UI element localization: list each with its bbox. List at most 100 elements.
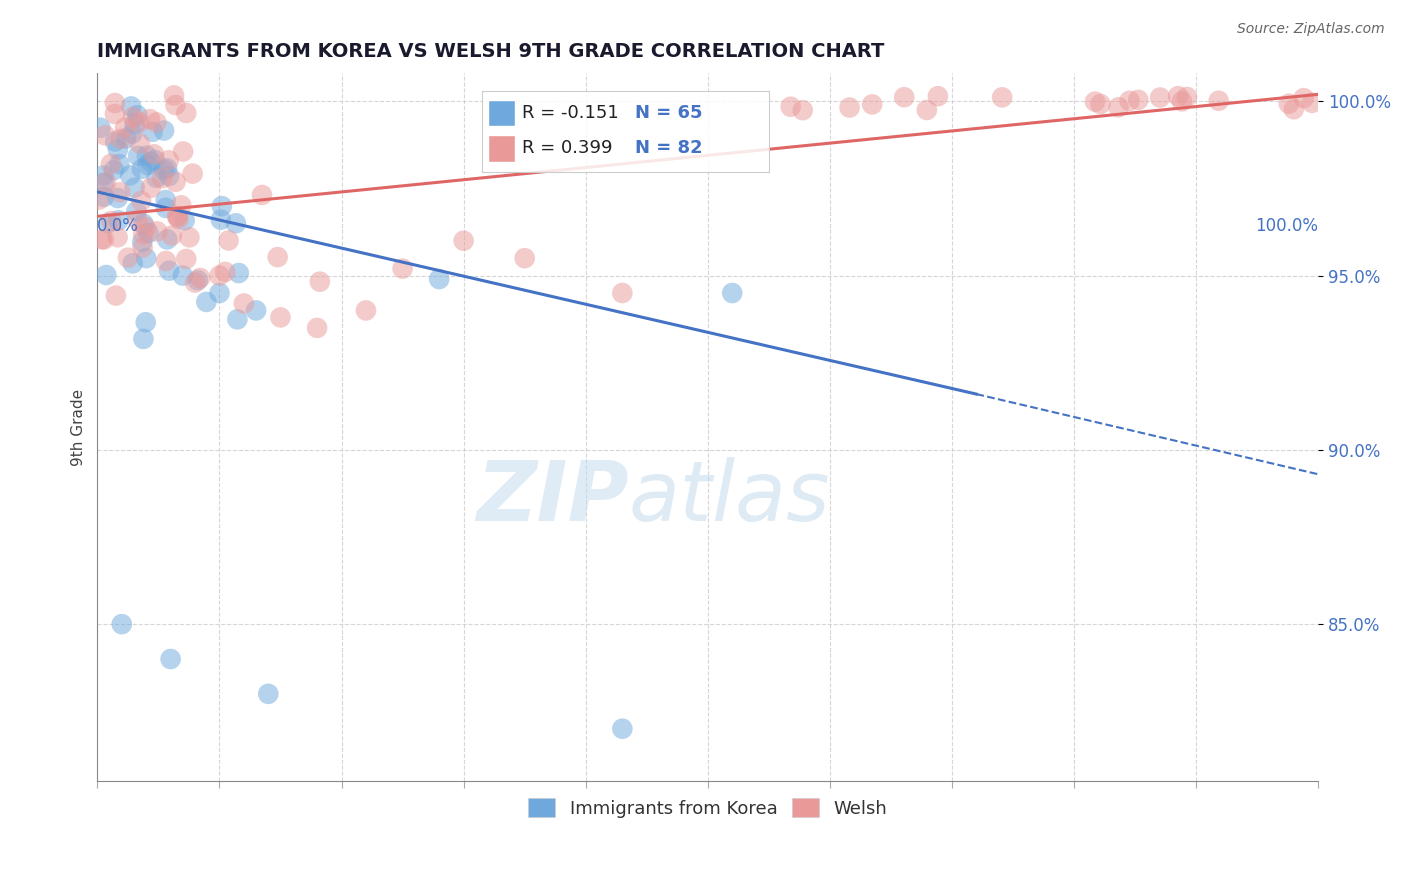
Point — [211, 199, 233, 213]
Point — [104, 135, 127, 149]
Point — [131, 241, 153, 255]
Point — [174, 106, 197, 120]
Point — [165, 98, 187, 112]
Point — [93, 190, 115, 204]
Point — [145, 115, 167, 129]
Point — [136, 158, 159, 172]
Point — [269, 310, 291, 325]
Point — [128, 136, 150, 151]
Point — [135, 251, 157, 265]
Point — [354, 303, 377, 318]
Text: 0.0%: 0.0% — [97, 217, 139, 235]
Point — [187, 273, 209, 287]
Point — [150, 171, 173, 186]
Point — [1292, 91, 1315, 105]
Point — [157, 263, 180, 277]
Point — [104, 96, 127, 111]
Point — [188, 271, 211, 285]
Point — [135, 315, 157, 329]
Point — [146, 224, 169, 238]
Point — [120, 99, 142, 113]
Point — [156, 232, 179, 246]
Point — [195, 294, 218, 309]
Text: R = -0.151: R = -0.151 — [522, 104, 619, 122]
Point — [209, 212, 232, 227]
Point — [250, 188, 273, 202]
Point — [155, 254, 177, 268]
Point — [125, 204, 148, 219]
Bar — [488, 100, 515, 127]
Point — [127, 212, 149, 227]
Point — [103, 163, 125, 178]
Point — [143, 153, 166, 167]
Point — [453, 234, 475, 248]
Point — [893, 90, 915, 104]
Point — [1208, 94, 1230, 108]
Point — [1278, 96, 1301, 111]
Point — [124, 117, 146, 131]
Point — [111, 617, 134, 632]
Point — [96, 268, 118, 282]
Point — [208, 285, 231, 300]
Point — [163, 88, 186, 103]
Point — [104, 107, 127, 121]
Point — [513, 251, 536, 265]
Point — [779, 100, 801, 114]
Point — [172, 268, 194, 283]
Point — [135, 149, 157, 163]
Point — [91, 169, 114, 183]
Point — [226, 312, 249, 326]
Point — [391, 261, 413, 276]
Text: N = 65: N = 65 — [634, 104, 702, 122]
Point — [107, 230, 129, 244]
Point — [160, 228, 183, 243]
Point — [1282, 102, 1305, 116]
Point — [153, 123, 176, 137]
Point — [245, 303, 267, 318]
Point — [128, 115, 150, 129]
Point — [170, 198, 193, 212]
Point — [1090, 97, 1112, 112]
Point — [792, 103, 814, 118]
Text: ZIP: ZIP — [475, 458, 628, 539]
Point — [124, 180, 146, 194]
Text: Source: ZipAtlas.com: Source: ZipAtlas.com — [1237, 22, 1385, 37]
Point — [166, 210, 188, 224]
Point — [915, 103, 938, 117]
Point — [139, 112, 162, 127]
Point — [1171, 95, 1194, 109]
Point — [142, 125, 165, 139]
Point — [838, 101, 860, 115]
Point — [122, 110, 145, 124]
Point — [208, 268, 231, 283]
Point — [257, 687, 280, 701]
Point — [225, 216, 247, 230]
Point — [114, 120, 136, 135]
Point — [927, 89, 949, 103]
Point — [139, 181, 162, 195]
Text: N = 82: N = 82 — [634, 139, 702, 157]
Point — [1118, 94, 1140, 108]
Point — [108, 185, 131, 199]
Point — [121, 256, 143, 270]
Point — [159, 652, 181, 666]
Point — [127, 149, 149, 163]
Point — [139, 154, 162, 169]
Point — [1167, 89, 1189, 103]
Point — [132, 227, 155, 242]
Point — [93, 233, 115, 247]
Point — [991, 90, 1014, 104]
Point — [1128, 93, 1150, 107]
Point — [228, 266, 250, 280]
Point — [89, 193, 111, 207]
Point — [107, 191, 129, 205]
Text: atlas: atlas — [628, 458, 830, 539]
Point — [131, 235, 153, 249]
Point — [94, 128, 117, 143]
Point — [1149, 90, 1171, 104]
Point — [157, 169, 180, 183]
Bar — [488, 135, 515, 161]
Point — [93, 176, 115, 190]
Point — [1301, 95, 1323, 110]
Point — [179, 230, 201, 244]
